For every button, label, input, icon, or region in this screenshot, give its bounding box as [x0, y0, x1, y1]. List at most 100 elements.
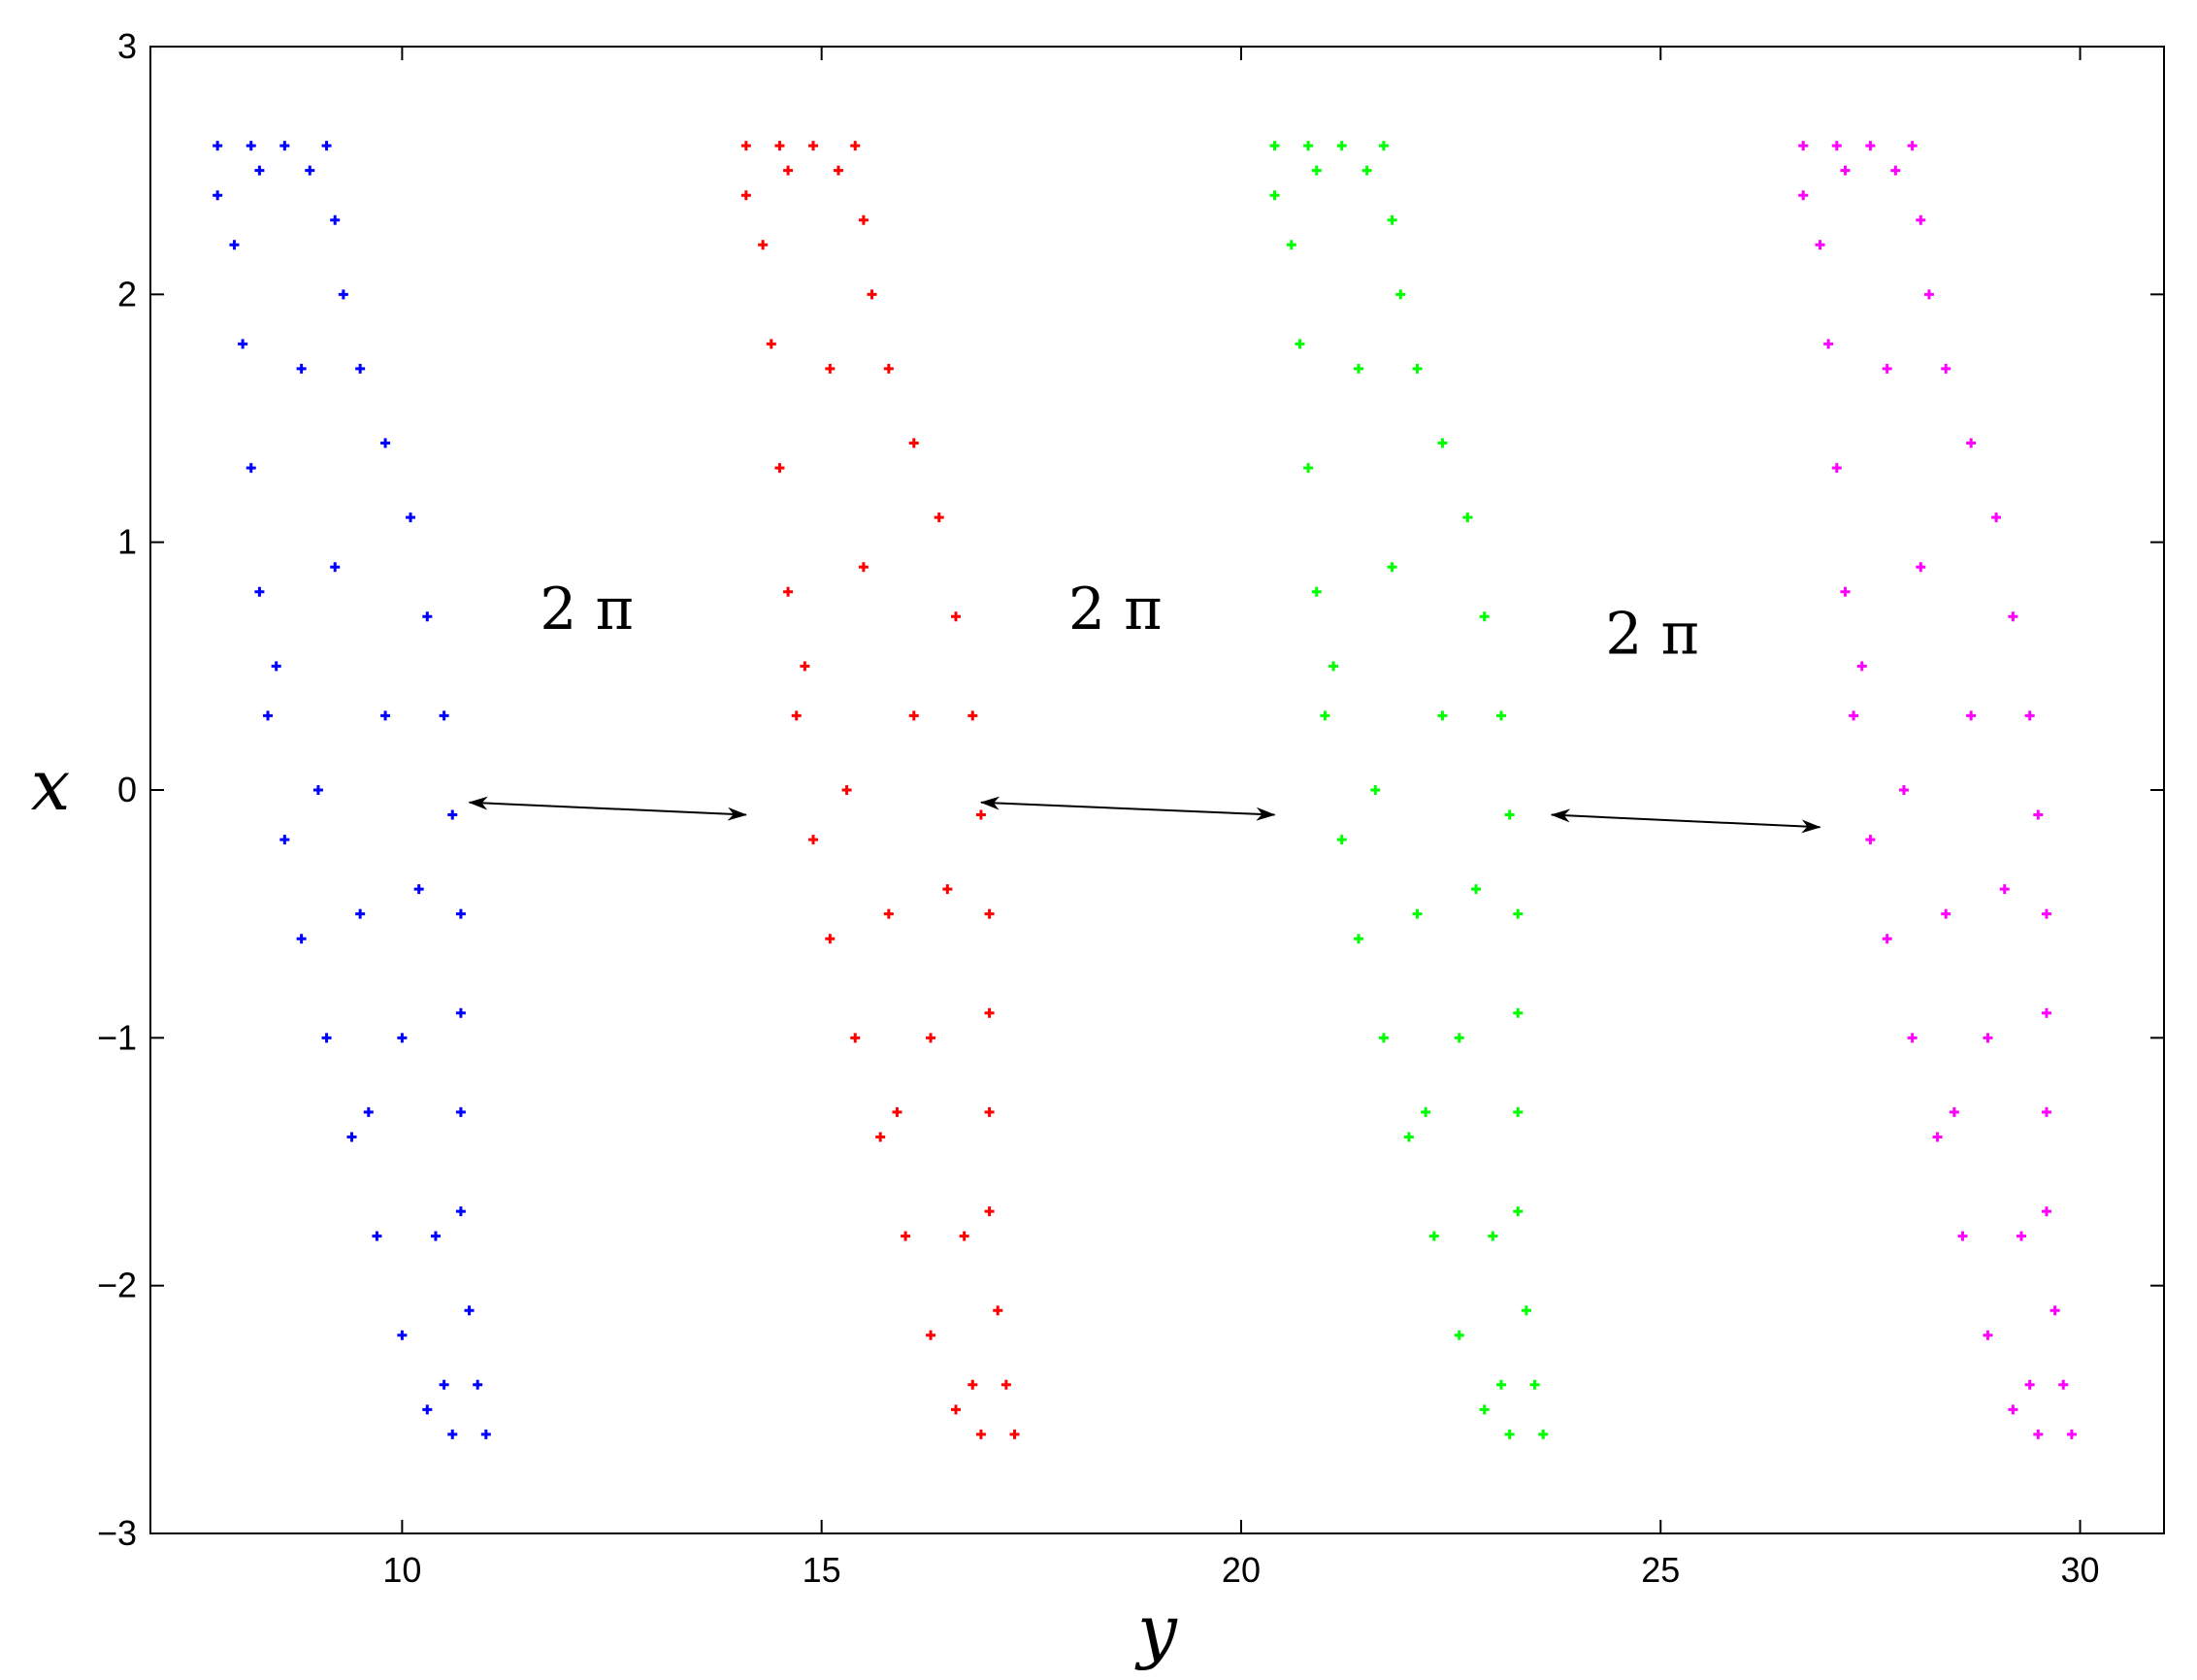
series-1-point-43 — [967, 1379, 978, 1390]
series-2-point-3 — [1361, 165, 1372, 176]
series-0-point-15 — [455, 1206, 466, 1217]
series-0-point-7 — [380, 438, 391, 448]
series-2-point-28 — [1311, 586, 1322, 597]
x-tick-label: 20 — [1222, 1550, 1261, 1590]
series-1-point-24 — [850, 1033, 861, 1043]
y-axis-label: x — [31, 744, 71, 826]
series-2-point-8 — [1462, 512, 1473, 523]
series-1-point-42 — [959, 1231, 969, 1241]
series-1-point-40 — [825, 363, 836, 374]
series-2-point-16 — [1521, 1305, 1531, 1316]
series-1-point-19 — [975, 1429, 986, 1439]
series-2-point-29 — [1303, 463, 1314, 474]
series-3-point-41 — [1949, 1106, 1959, 1117]
series-1-point-23 — [875, 1132, 886, 1142]
y-tick-label: 1 — [117, 522, 137, 562]
series-1-point-5 — [867, 289, 877, 300]
series-0-point-3 — [305, 165, 315, 176]
y-tick-label: −3 — [97, 1513, 137, 1553]
series-1-point-0 — [740, 141, 751, 151]
series-2-point-0 — [1269, 141, 1280, 151]
series-2-point-42 — [1488, 1231, 1498, 1241]
series-3-point-20 — [2008, 1404, 2018, 1415]
series-2-point-17 — [1529, 1379, 1540, 1390]
series-1-point-18 — [1009, 1429, 1020, 1439]
series-0-point-36 — [397, 1033, 408, 1043]
x-tick-label: 25 — [1641, 1550, 1680, 1590]
series-3-point-5 — [1923, 289, 1934, 300]
series-0-point-10 — [439, 710, 449, 721]
series-0-point-11 — [447, 809, 458, 820]
series-0-point-30 — [238, 339, 248, 349]
series-3-point-15 — [2041, 1206, 2051, 1217]
series-3-point-21 — [1983, 1330, 1993, 1340]
x-tick-label: 30 — [2061, 1550, 2100, 1590]
series-3-point-7 — [1966, 438, 1977, 448]
series-1-point-9 — [951, 611, 961, 622]
series-0-point-38 — [380, 710, 391, 721]
series-2-point-40 — [1354, 363, 1363, 374]
series-1-point-36 — [926, 1033, 936, 1043]
series-1-point-26 — [808, 835, 819, 845]
series-1-point-15 — [984, 1206, 995, 1217]
series-3-point-29 — [1831, 463, 1842, 474]
series-0-point-42 — [430, 1231, 441, 1241]
series-1-point-38 — [908, 710, 919, 721]
series-2-point-33 — [1328, 661, 1339, 672]
series-3-point-33 — [1856, 661, 1867, 672]
series-1-point-12 — [984, 908, 995, 919]
series-2-point-34 — [1370, 785, 1381, 795]
series-3-point-4 — [1916, 214, 1926, 225]
series-2-point-2 — [1336, 141, 1347, 151]
series-1-point-13 — [984, 1007, 995, 1018]
series-3-point-0 — [1798, 141, 1809, 151]
series-0-point-45 — [254, 165, 265, 176]
series-3-point-14 — [2041, 1106, 2051, 1117]
series-1-point-28 — [783, 586, 794, 597]
annotation-2pi-2: 2 π — [1605, 601, 1699, 669]
double-arrow-2 — [1550, 808, 1821, 834]
series-2-point-36 — [1454, 1033, 1464, 1043]
series-1-point-21 — [926, 1330, 936, 1340]
series-0-point-14 — [455, 1106, 466, 1117]
series-1-point-8 — [934, 512, 944, 523]
series-3-point-6 — [1941, 363, 1951, 374]
series-0-point-1 — [246, 141, 256, 151]
series-0-point-39 — [413, 884, 424, 895]
series-0-point-35 — [355, 908, 366, 919]
y-tick-label: −1 — [97, 1017, 137, 1057]
series-3-point-10 — [2024, 710, 2035, 721]
series-0-point-25 — [296, 934, 307, 944]
series-0-point-27 — [263, 710, 274, 721]
series-0-point-37 — [330, 562, 341, 573]
series-0-point-19 — [447, 1429, 458, 1439]
series-3-point-8 — [1991, 512, 2002, 523]
period-arrows — [468, 796, 1821, 834]
series-3-point-39 — [1999, 884, 2010, 895]
series-2-point-35 — [1412, 908, 1423, 919]
series-1-point-37 — [858, 562, 869, 573]
y-tick-label: 2 — [117, 274, 137, 313]
double-arrow-1 — [979, 796, 1276, 821]
series-3-point-18 — [2066, 1429, 2077, 1439]
series-3-point-38 — [1966, 710, 1977, 721]
series-2-point-45 — [1311, 165, 1322, 176]
series-1-point-44 — [850, 141, 861, 151]
data-points — [213, 141, 2077, 1439]
series-0-point-9 — [422, 611, 433, 622]
series-3-point-16 — [2049, 1305, 2060, 1316]
series-3-point-45 — [1840, 165, 1851, 176]
series-0-point-41 — [363, 1106, 374, 1117]
series-3-point-23 — [1932, 1132, 1943, 1142]
series-2-point-25 — [1354, 934, 1363, 944]
series-3-point-34 — [1898, 785, 1909, 795]
series-3-point-24 — [1907, 1033, 1918, 1043]
series-2-point-15 — [1513, 1206, 1524, 1217]
series-2-point-27 — [1320, 710, 1330, 721]
x-tick-label: 15 — [803, 1550, 841, 1590]
series-1-point-16 — [993, 1305, 1003, 1316]
series-0-point-43 — [439, 1379, 449, 1390]
series-0-point-0 — [213, 141, 223, 151]
series-3-point-40 — [1882, 363, 1892, 374]
series-1-point-33 — [800, 661, 810, 672]
